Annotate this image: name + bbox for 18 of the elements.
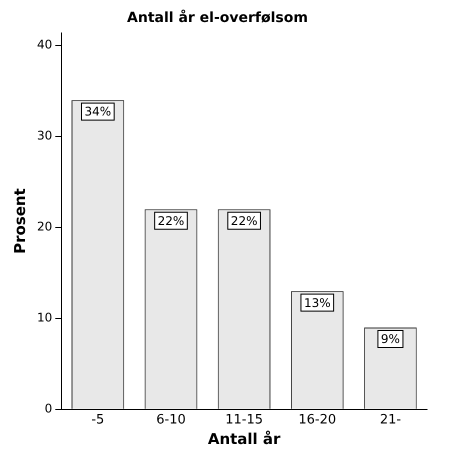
x-tick-label: 21- (380, 412, 402, 428)
x-tick-label: 11-15 (225, 412, 264, 428)
x-tick-label: -5 (91, 412, 104, 428)
y-tick-label: 10 (36, 310, 52, 325)
x-tick-label: 16-20 (298, 412, 336, 428)
y-axis-title: Prosent (10, 188, 29, 254)
y-tick-label: 0 (44, 402, 52, 416)
data-label: 22% (230, 214, 258, 228)
y-tick-label: 20 (36, 220, 52, 234)
x-axis-title: Antall år (208, 430, 282, 448)
chart-title: Antall år el-overfølsom (127, 9, 308, 26)
x-tick-label: 6-10 (156, 412, 186, 428)
data-label: 34% (84, 104, 112, 119)
data-label: 9% (380, 332, 400, 346)
data-label: 22% (158, 214, 184, 228)
y-tick-label: 30 (36, 128, 52, 143)
y-tick-label: 40 (36, 38, 52, 52)
data-label: 13% (304, 296, 331, 310)
